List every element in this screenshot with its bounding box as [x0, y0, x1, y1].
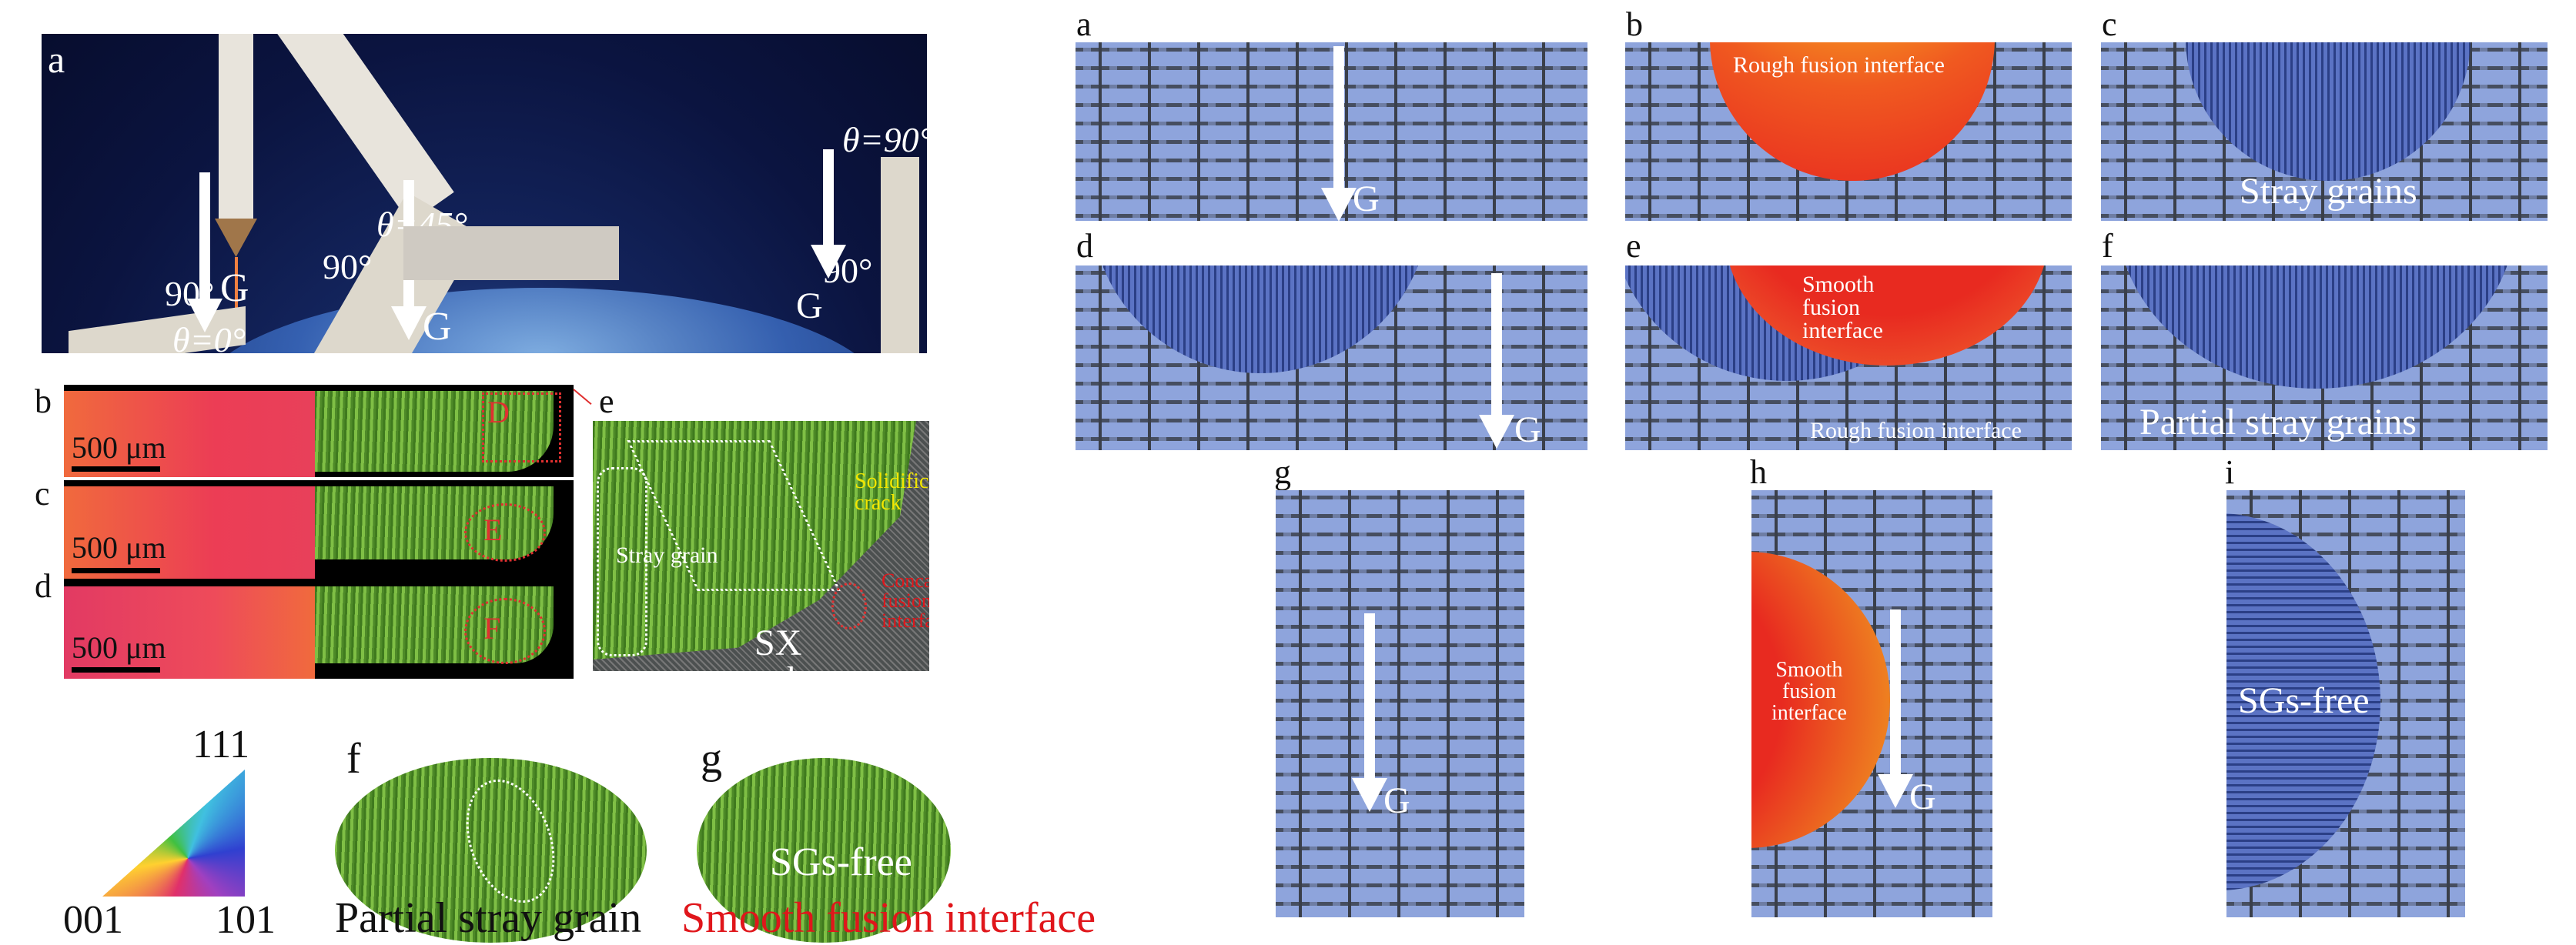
- schematic-h: Smooth fusion interface G: [1751, 490, 1992, 917]
- gravity-label-3: G: [796, 286, 823, 326]
- schematic-c-label: c: [2102, 5, 2117, 43]
- gravity-label-a: G: [1353, 179, 1380, 219]
- ebsd-map-d: [64, 586, 315, 679]
- panel-f-image: [335, 758, 647, 943]
- concave-label: Concave fusion interface: [882, 569, 929, 632]
- schematic-f: Partial stray grains: [2101, 265, 2548, 450]
- schematic-h-label: h: [1750, 453, 1767, 491]
- nozzle-1: [215, 219, 257, 257]
- panel-g-image: SGs-free: [697, 758, 951, 943]
- smooth-interface-label-e: Smooth fusion interface: [1802, 272, 1883, 343]
- region-box-d: [482, 392, 561, 462]
- laser-beam-1: [235, 257, 238, 326]
- region-label-f: F: [483, 611, 501, 646]
- rough-interface-label-b: Rough fusion interface: [1733, 52, 1945, 78]
- stray-grain-region-f: [2116, 265, 2517, 389]
- gravity-label-2: G: [423, 305, 452, 349]
- gravity-arrow-a: [1321, 46, 1357, 221]
- schematic-e-label: e: [1626, 227, 1641, 265]
- panel-c: 500 μm E: [64, 480, 574, 580]
- gravity-label-h: G: [1909, 776, 1936, 817]
- robot-arm-3: [403, 226, 619, 280]
- robot-arm-2: [277, 34, 454, 223]
- crack-label: Solidification crack: [855, 469, 929, 515]
- ipf-label-101: 101: [216, 898, 276, 942]
- gravity-arrow-d: [1479, 273, 1514, 449]
- ipf-label-111: 111: [192, 723, 250, 766]
- vertical-plate-90: [881, 157, 919, 353]
- region-circle-f: [464, 598, 546, 664]
- stray-grain-region-c: [2186, 42, 2471, 181]
- angle-label-2: 90°: [323, 247, 373, 286]
- ipf-color-triangle: [102, 770, 245, 897]
- panel-d-label: d: [35, 567, 52, 605]
- substrate-label: SX substrate: [754, 623, 886, 672]
- zoom-connector-line: [573, 389, 592, 406]
- stray-grain-outline-f: [450, 766, 571, 916]
- angle-label-1: 90°: [165, 274, 215, 313]
- scale-text-c: 500 μm: [72, 530, 166, 565]
- schematic-f-label: f: [2102, 227, 2113, 265]
- ipf-label-001: 001: [63, 898, 123, 942]
- stray-grain-region-d: [1091, 265, 1430, 373]
- schematic-a: G: [1076, 42, 1587, 221]
- partial-stray-grains-label: Partial stray grains: [2139, 402, 2417, 442]
- panel-f-label: f: [346, 735, 361, 783]
- interface-circle: [831, 583, 867, 629]
- region-label-e: E: [483, 513, 503, 547]
- panel-e: Solidification crack Stray grain Concave…: [593, 421, 929, 671]
- gravity-label-1: G: [220, 266, 249, 310]
- gravity-label-d: G: [1514, 409, 1541, 450]
- theta-label-1: θ=0°: [172, 320, 246, 354]
- ebsd-map-b: [64, 391, 315, 477]
- ebsd-map-c: [64, 486, 315, 580]
- gravity-arrow-1: [187, 172, 222, 332]
- panel-c-label: c: [35, 475, 50, 513]
- robot-arm-1: [219, 34, 253, 219]
- rough-interface-label-e: Rough fusion interface: [1810, 418, 2022, 443]
- scale-bar-d: [72, 667, 160, 673]
- gravity-arrow-3: [811, 149, 846, 279]
- stray-grain-outline: [597, 467, 647, 656]
- schematic-b: Rough fusion interface: [1625, 42, 2072, 221]
- schematic-i: SGs-free: [2226, 490, 2465, 917]
- scale-text-d: 500 μm: [72, 630, 166, 665]
- sgs-free-label-g: SGs-free: [770, 840, 912, 884]
- sem-image-b: [315, 391, 554, 472]
- angle-label-3: 90°: [823, 251, 873, 290]
- panel-f-caption: Partial stray grain: [335, 894, 642, 942]
- panel-g-caption: Smooth fusion interface: [681, 894, 1096, 942]
- smooth-interface-label-h: Smooth fusion interface: [1771, 658, 1847, 725]
- region-label-d: D: [487, 395, 510, 429]
- gravity-arrow-g: [1352, 613, 1387, 812]
- gravity-label-g: G: [1383, 780, 1410, 821]
- panel-b: 500 μm D: [64, 385, 574, 477]
- panel-a-label: a: [48, 38, 65, 81]
- stray-grains-label: Stray grains: [2240, 171, 2417, 212]
- schematic-e: Smooth fusion interface Rough fusion int…: [1625, 265, 2072, 450]
- schematic-c: Stray grains: [2101, 42, 2548, 221]
- region-circle-e: [464, 503, 546, 562]
- panel-e-label: e: [599, 382, 614, 420]
- sgs-free-label-i: SGs-free: [2238, 680, 2370, 721]
- panel-b-label: b: [35, 382, 52, 420]
- schematic-a-label: a: [1076, 5, 1092, 43]
- schematic-d-label: d: [1076, 227, 1093, 265]
- schematic-g-label: g: [1274, 453, 1291, 491]
- panel-a-space-scene: G 90° θ=0° G 90° θ=45° G 90° θ=90° a: [42, 34, 927, 353]
- panel-g-label: g: [701, 735, 722, 783]
- gravity-arrow-h: [1878, 609, 1913, 808]
- scale-bar-b: [72, 466, 160, 472]
- earth-horizon: [196, 288, 888, 353]
- theta-label-3: θ=90°: [842, 120, 927, 159]
- panel-d: 500 μm F: [64, 579, 574, 679]
- scale-text-b: 500 μm: [72, 430, 166, 465]
- stray-grain-label: Stray grain: [616, 543, 718, 568]
- schematic-g: G: [1276, 490, 1524, 917]
- scale-bar-c: [72, 568, 160, 573]
- schematic-d: G: [1076, 265, 1587, 450]
- schematic-i-label: i: [2225, 453, 2235, 491]
- schematic-b-label: b: [1626, 5, 1643, 43]
